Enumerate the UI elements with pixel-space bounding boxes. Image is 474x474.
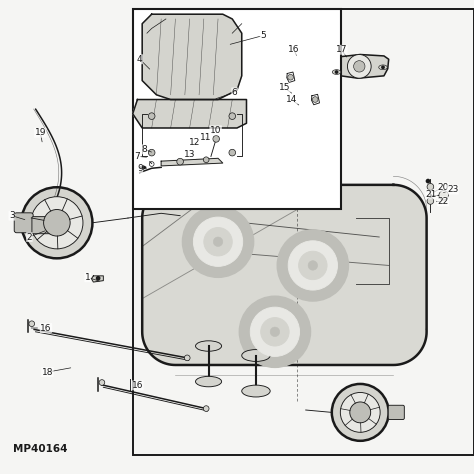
- Text: 4: 4: [137, 55, 143, 64]
- Polygon shape: [161, 158, 223, 166]
- Circle shape: [261, 318, 289, 346]
- Text: 15: 15: [279, 83, 290, 92]
- Circle shape: [203, 157, 209, 163]
- Circle shape: [347, 55, 371, 78]
- Circle shape: [99, 380, 105, 385]
- Polygon shape: [287, 72, 295, 82]
- Ellipse shape: [242, 385, 270, 397]
- Text: MP40164: MP40164: [13, 444, 68, 454]
- Text: 16: 16: [288, 46, 300, 54]
- Circle shape: [335, 70, 338, 74]
- Circle shape: [308, 261, 318, 270]
- Circle shape: [381, 65, 385, 69]
- Circle shape: [250, 307, 300, 356]
- Circle shape: [31, 197, 83, 249]
- Polygon shape: [142, 14, 242, 100]
- Text: 11: 11: [201, 133, 212, 142]
- Circle shape: [332, 384, 389, 441]
- Circle shape: [229, 149, 236, 156]
- Circle shape: [96, 276, 100, 281]
- Text: 21: 21: [426, 190, 437, 199]
- Circle shape: [193, 217, 243, 266]
- Circle shape: [21, 187, 92, 258]
- Ellipse shape: [242, 350, 270, 361]
- Circle shape: [29, 321, 35, 327]
- Bar: [133, 9, 341, 209]
- Text: 12: 12: [189, 138, 200, 146]
- Text: 6: 6: [232, 88, 237, 97]
- FancyBboxPatch shape: [32, 217, 54, 234]
- Circle shape: [184, 355, 190, 361]
- Polygon shape: [142, 185, 427, 365]
- Circle shape: [439, 191, 448, 200]
- Text: 10: 10: [210, 126, 221, 135]
- Circle shape: [148, 149, 155, 156]
- Circle shape: [213, 136, 219, 142]
- Text: 3: 3: [9, 211, 15, 220]
- Circle shape: [312, 97, 318, 102]
- Text: 18: 18: [42, 368, 53, 376]
- Circle shape: [203, 406, 209, 411]
- Circle shape: [204, 228, 232, 256]
- Circle shape: [213, 237, 223, 246]
- Circle shape: [340, 392, 380, 432]
- Polygon shape: [91, 276, 103, 282]
- FancyBboxPatch shape: [14, 213, 33, 233]
- Circle shape: [299, 251, 327, 280]
- Text: 7: 7: [135, 152, 140, 161]
- Circle shape: [277, 230, 348, 301]
- Text: 16: 16: [132, 381, 143, 390]
- Text: 8: 8: [142, 145, 147, 154]
- Ellipse shape: [379, 65, 387, 70]
- Circle shape: [427, 183, 434, 190]
- Ellipse shape: [195, 376, 221, 387]
- Text: 5: 5: [260, 31, 266, 40]
- Polygon shape: [133, 100, 246, 128]
- Text: 1: 1: [85, 273, 91, 282]
- Ellipse shape: [332, 70, 341, 74]
- Circle shape: [354, 61, 365, 72]
- Circle shape: [182, 206, 254, 277]
- Polygon shape: [311, 94, 319, 105]
- Circle shape: [44, 210, 70, 236]
- Text: 20: 20: [438, 183, 449, 191]
- Polygon shape: [139, 166, 146, 169]
- Polygon shape: [332, 55, 389, 78]
- Text: 23: 23: [447, 185, 458, 194]
- Text: 9: 9: [137, 164, 143, 173]
- Text: 16: 16: [40, 324, 52, 332]
- Circle shape: [148, 113, 155, 119]
- Text: 2: 2: [27, 233, 32, 241]
- Circle shape: [288, 241, 337, 290]
- Circle shape: [288, 74, 293, 80]
- FancyBboxPatch shape: [388, 405, 404, 419]
- Circle shape: [177, 158, 183, 165]
- Bar: [133, 9, 474, 455]
- Circle shape: [427, 198, 434, 204]
- Text: 22: 22: [438, 197, 449, 206]
- Text: 14: 14: [286, 95, 297, 104]
- Circle shape: [229, 113, 236, 119]
- Text: 13: 13: [184, 150, 195, 158]
- Circle shape: [426, 179, 430, 183]
- Ellipse shape: [195, 341, 221, 351]
- Circle shape: [239, 296, 310, 367]
- Text: 19: 19: [35, 128, 46, 137]
- Circle shape: [270, 327, 280, 337]
- Text: 17: 17: [336, 46, 347, 54]
- Circle shape: [350, 402, 371, 423]
